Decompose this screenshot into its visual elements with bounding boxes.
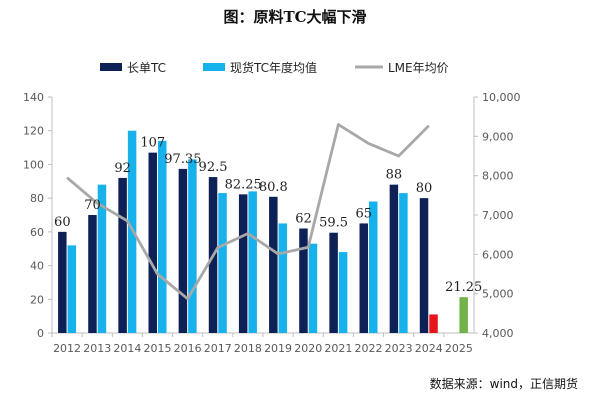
data-label: 80 xyxy=(416,181,433,196)
data-label: 65 xyxy=(355,206,372,221)
bar-spot-tc-2017 xyxy=(218,193,227,333)
bar-spot-tc-2020 xyxy=(308,243,318,333)
bar-spot-tc-2021 xyxy=(338,252,348,333)
x-tick-label: 2018 xyxy=(234,342,262,355)
bar-long-term-tc-2013 xyxy=(88,215,97,333)
axes: 0 20 40 60 80 100 120 140 4,000 5,000 6,000 7,000 8,… xyxy=(23,91,521,355)
bar-spot-tc-2023 xyxy=(399,193,408,333)
y-left-tick-label: 60 xyxy=(30,226,44,239)
chart-title: 图：原料TC大幅下滑 xyxy=(223,8,367,26)
data-label: 82.25 xyxy=(225,177,262,192)
source-note: 数据来源：wind，正信期货 xyxy=(429,377,578,391)
x-tick-label: 2020 xyxy=(294,342,322,355)
y-right-tick-label: 6,000 xyxy=(482,248,514,261)
data-label: 59.5 xyxy=(319,216,348,231)
x-tick-label: 2013 xyxy=(83,342,111,355)
x-tick-label: 2022 xyxy=(355,342,383,355)
data-label: 107 xyxy=(140,136,165,151)
x-tick-label: 2015 xyxy=(144,342,172,355)
data-label: 92.5 xyxy=(199,160,228,175)
bar-long-term-tc-2016 xyxy=(178,168,188,333)
legend-label: 长单TC xyxy=(127,61,166,75)
bar-long-term-tc-2012 xyxy=(58,231,67,333)
y-left-tick-label: 120 xyxy=(23,125,44,138)
bar-long-term-tc-2024 xyxy=(419,198,429,333)
y-right-tick-label: 5,000 xyxy=(482,288,514,301)
x-tick-label: 2019 xyxy=(264,342,292,355)
bar-spot-tc-2025 xyxy=(459,297,468,333)
bar-long-term-tc-2020 xyxy=(299,228,308,333)
bar-long-term-tc-2022 xyxy=(359,223,368,333)
data-label: 92 xyxy=(114,161,131,176)
data-label: 21.25 xyxy=(445,280,482,295)
legend-swatch xyxy=(100,63,122,71)
y-right-tick-label: 4,000 xyxy=(482,327,514,340)
y-right-tick-label: 7,000 xyxy=(482,209,514,222)
bar-long-term-tc-2018 xyxy=(238,194,248,333)
y-left-tick-label: 80 xyxy=(30,192,44,205)
x-tick-label: 2025 xyxy=(445,342,473,355)
data-label: 60 xyxy=(54,215,71,230)
bar-long-term-tc-2015 xyxy=(148,152,157,333)
y-right-tick-label: 9,000 xyxy=(482,130,514,143)
bar-spot-tc-2012 xyxy=(67,245,77,333)
legend-label: LME年均价 xyxy=(388,61,449,75)
bar-spot-tc-2018 xyxy=(248,191,257,333)
x-tick-label: 2014 xyxy=(113,342,141,355)
data-label: 88 xyxy=(386,168,403,183)
bar-long-term-tc-2019 xyxy=(269,196,278,333)
lme-line xyxy=(66,123,430,301)
bar-long-term-tc-2023 xyxy=(389,184,399,333)
bar-spot-tc-2022 xyxy=(369,201,378,333)
legend: 长单TC 现货TC年度均值 LME年均价 xyxy=(100,60,449,75)
y-right-tick-label: 8,000 xyxy=(482,170,514,183)
bar-spot-tc-2019 xyxy=(278,223,288,333)
data-label: 62 xyxy=(295,211,312,226)
y-left-tick-label: 140 xyxy=(23,91,44,104)
data-label: 97.35 xyxy=(164,152,201,167)
legend-swatch xyxy=(203,63,225,71)
y-left-tick-label: 0 xyxy=(37,327,44,340)
x-tick-label: 2012 xyxy=(53,342,81,355)
data-label: 80.8 xyxy=(259,180,288,195)
y-left-tick-label: 40 xyxy=(30,260,44,273)
bar-long-term-tc-2021 xyxy=(329,232,338,333)
x-tick-label: 2017 xyxy=(204,342,232,355)
x-tick-label: 2016 xyxy=(174,342,202,355)
x-tick-label: 2024 xyxy=(415,342,443,355)
y-right-tick-label: 10,000 xyxy=(482,91,521,104)
bar-spot-tc-2024 xyxy=(429,314,438,333)
x-tick-label: 2023 xyxy=(385,342,413,355)
bar-spot-tc-2013 xyxy=(97,184,107,333)
lme-line-path xyxy=(66,123,430,301)
legend-label: 现货TC年度均值 xyxy=(230,60,317,75)
y-left-tick-label: 100 xyxy=(23,158,44,171)
data-label: 70 xyxy=(84,198,101,213)
bar-long-term-tc-2014 xyxy=(118,177,127,333)
y-left-tick-label: 20 xyxy=(30,293,44,306)
bar-spot-tc-2016 xyxy=(188,159,197,333)
bar-spot-tc-2015 xyxy=(158,140,167,333)
x-tick-label: 2021 xyxy=(324,342,352,355)
